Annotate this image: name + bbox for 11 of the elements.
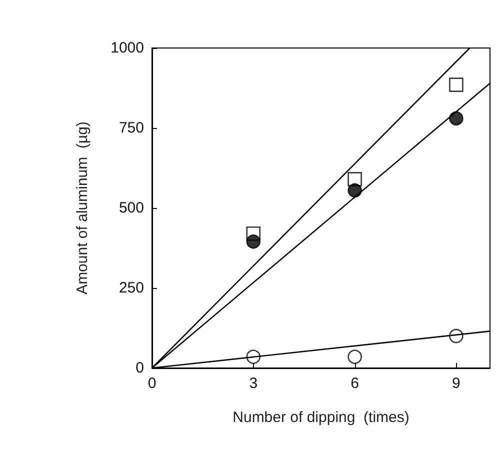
- y-tick-label: 500: [118, 200, 144, 216]
- x-tick-label: 9: [452, 375, 460, 392]
- y-tick-label: 250: [118, 280, 144, 296]
- y-tick-label: 1000: [110, 40, 144, 56]
- x-axis-title: Number of dipping (times): [232, 409, 410, 426]
- y-tick-label: 750: [118, 120, 144, 136]
- y-tick-label: 0: [136, 360, 144, 376]
- x-tick-label: 3: [249, 375, 258, 392]
- x-tick-label: 6: [350, 375, 359, 392]
- y-axis-title: Amount of aluminum (µg): [74, 122, 91, 294]
- x-tick-label: 0: [148, 375, 156, 392]
